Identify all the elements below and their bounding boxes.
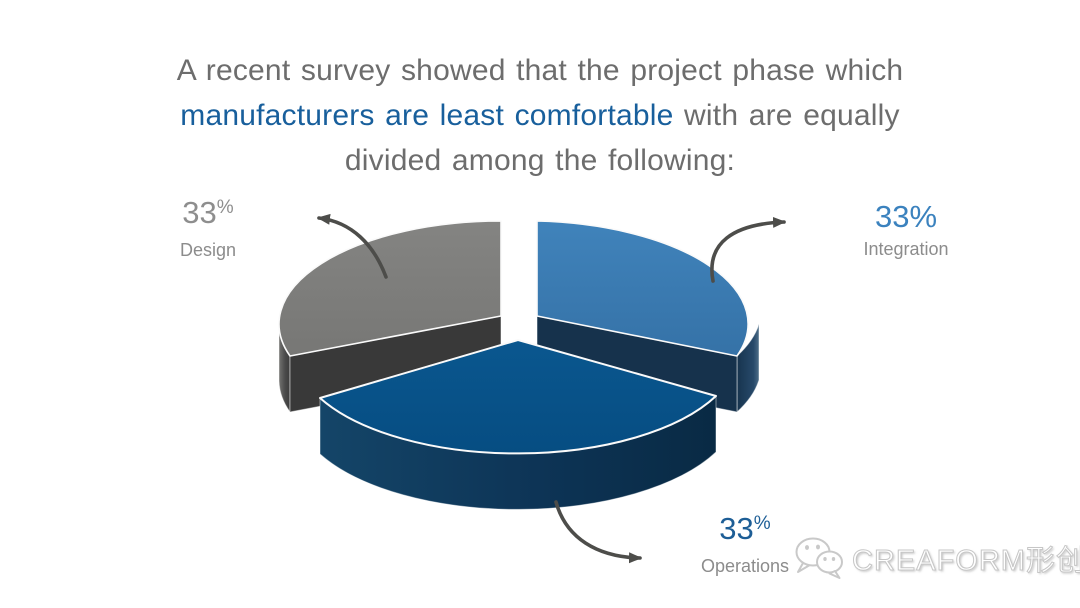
arrow-to-operations (554, 500, 642, 564)
wechat-icon (795, 537, 843, 579)
pie-slice-operations-top (319, 339, 717, 455)
title-highlight: manufacturers are least comfortable (180, 99, 674, 132)
watermark: CREAFORM形创 (792, 532, 1080, 584)
title-line-1: A recent survey showed that the project … (176, 54, 904, 87)
design-label: Design (179, 240, 237, 260)
operations-label: Operations (700, 556, 790, 576)
design-percent-sign: % (216, 197, 234, 218)
watermark-brand-text: CREAFORM形创 (852, 545, 1080, 578)
callout-arrows (317, 213, 786, 564)
title-line-2: manufacturers are least comfortable with… (180, 99, 900, 132)
title-line-3: divided among the following: (344, 144, 736, 177)
integration-label: Integration (863, 239, 949, 259)
operations-callout: 33% Operations (685, 512, 805, 577)
pie-slice-operations (319, 339, 717, 510)
pie-slice-design (278, 220, 502, 414)
operations-value: 33% (719, 511, 771, 546)
integration-callout: 33% Integration (846, 200, 966, 260)
pie-slice-integration-top (536, 220, 749, 357)
arrow-to-integration (710, 216, 786, 283)
design-callout: 33% Design (148, 196, 268, 261)
slide-title: A recent survey showed that the project … (0, 48, 1080, 183)
operations-percent-sign: % (753, 513, 771, 534)
pie-slice-design-top (278, 220, 502, 357)
integration-value: 33% (874, 199, 938, 234)
design-value: 33% (182, 195, 234, 230)
arrow-to-design (317, 213, 388, 279)
